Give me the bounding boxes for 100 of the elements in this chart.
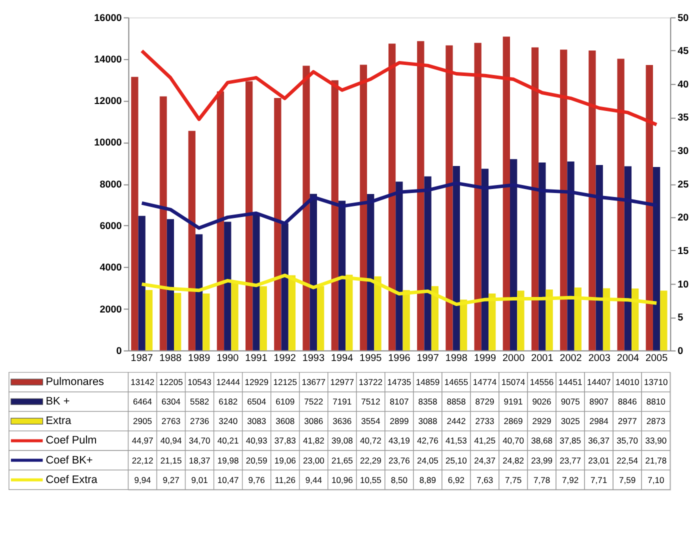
data-label: 13677: [302, 377, 326, 388]
data-label: 9075: [560, 396, 580, 407]
data-label: 8,89: [419, 474, 436, 485]
data-label: 19,98: [217, 455, 240, 466]
data-label: 44,97: [132, 436, 154, 446]
x-tick-label: 1989: [188, 352, 211, 364]
x-tick-label: 1992: [274, 352, 296, 364]
y-tick-label: 4000: [100, 262, 122, 274]
y-tick-label: 16000: [94, 12, 122, 24]
y-tick-label: 0: [116, 346, 122, 357]
data-label: 6304: [162, 396, 181, 407]
data-label: 41,25: [474, 436, 496, 446]
data-label: 8858: [446, 396, 466, 407]
data-label: 22,54: [616, 455, 638, 466]
y2-tick-label: 40: [678, 79, 690, 90]
data-label: 25,10: [446, 455, 468, 466]
data-label: 11,26: [274, 474, 296, 485]
data-label: 37,83: [274, 436, 296, 446]
data-label: 38,68: [531, 436, 553, 446]
data-label: 3088: [418, 416, 438, 426]
data-label: 7,75: [504, 474, 522, 485]
data-label: 2899: [390, 416, 409, 426]
x-tick-label: 1996: [388, 352, 411, 364]
data-label: 14407: [586, 377, 611, 388]
y2-tick-label: 25: [678, 179, 690, 190]
data-label: 5582: [190, 396, 210, 407]
y-tick-label: 6000: [100, 220, 122, 232]
data-label: 43,19: [388, 436, 410, 446]
data-label: 14655: [444, 377, 468, 388]
data-label: 3636: [332, 416, 352, 426]
x-tick-label: 1987: [130, 352, 154, 364]
data-label: 19,06: [274, 455, 296, 466]
y2-tick-label: 50: [678, 12, 690, 24]
data-label: 9,01: [191, 474, 208, 485]
data-label: 12125: [273, 377, 298, 388]
y2-tick-label: 35: [678, 112, 690, 124]
y2-tick-label: 0: [678, 346, 684, 357]
data-label: 40,93: [246, 436, 268, 446]
data-label: 2984: [589, 416, 609, 426]
legend-label: Coef BK+: [46, 454, 93, 466]
y2-tick-label: 10: [678, 279, 690, 290]
y2-tick-label: 20: [678, 212, 690, 224]
data-label: 7522: [304, 396, 324, 407]
data-label: 42,76: [417, 436, 439, 446]
data-label: 8810: [646, 396, 666, 407]
data-label: 40,70: [502, 436, 524, 446]
data-label: 2905: [133, 416, 152, 426]
data-label: 15074: [501, 377, 526, 388]
x-tick-label: 2004: [616, 352, 640, 364]
data-label: 24,82: [502, 455, 524, 466]
data-label: 34,70: [188, 436, 210, 446]
data-label: 20,59: [246, 455, 268, 466]
data-label: 14451: [558, 377, 582, 388]
data-label: 12977: [330, 377, 354, 388]
data-label: 9,44: [305, 474, 322, 485]
legend-label: BK +: [46, 396, 70, 408]
data-label: 23,76: [388, 455, 410, 466]
data-label: 14859: [416, 377, 440, 388]
data-label: 6,92: [448, 474, 465, 485]
data-label: 6504: [247, 396, 266, 407]
data-label: 21,15: [160, 455, 182, 466]
y-tick-label: 10000: [94, 138, 122, 149]
data-label: 10,55: [360, 474, 382, 485]
data-label: 14735: [387, 377, 412, 388]
y2-tick-label: 45: [678, 46, 690, 58]
data-label: 7,71: [590, 474, 608, 485]
data-label: 23,77: [560, 455, 582, 466]
data-label: 7,63: [476, 474, 494, 485]
data-label: 14010: [615, 377, 640, 388]
data-label: 3083: [247, 416, 266, 426]
data-label: 2733: [475, 416, 495, 426]
data-label: 12929: [244, 377, 269, 388]
data-label: 6464: [133, 396, 152, 407]
data-label: 2763: [162, 416, 181, 426]
data-label: 13710: [644, 377, 668, 388]
data-label: 22,12: [132, 455, 154, 466]
x-tick-label: 1991: [245, 352, 268, 364]
data-label: 8907: [589, 396, 609, 407]
data-label: 6109: [276, 396, 295, 407]
data-label: 8729: [475, 396, 495, 407]
data-label: 12205: [159, 377, 184, 388]
data-label: 8,50: [390, 474, 408, 485]
data-label: 8846: [618, 396, 638, 407]
data-label: 23,99: [531, 455, 553, 466]
data-label: 9,94: [134, 474, 152, 485]
x-tick-label: 1995: [360, 352, 382, 364]
data-label: 33,90: [645, 436, 667, 446]
x-tick-label: 1993: [302, 352, 325, 364]
data-label: 40,94: [160, 436, 182, 446]
data-label: 40,21: [217, 436, 240, 446]
data-label: 40,72: [360, 436, 382, 446]
legend-label: Coef Pulm: [46, 434, 97, 447]
data-label: 7512: [361, 396, 380, 407]
legend-label: Extra: [46, 415, 72, 428]
legend-label: Pulmonares: [46, 376, 105, 388]
data-label: 6182: [218, 396, 238, 407]
data-label: 8107: [390, 396, 409, 407]
data-label: 37,85: [560, 436, 582, 446]
data-label: 10543: [188, 377, 212, 388]
data-label: 35,70: [616, 436, 638, 446]
